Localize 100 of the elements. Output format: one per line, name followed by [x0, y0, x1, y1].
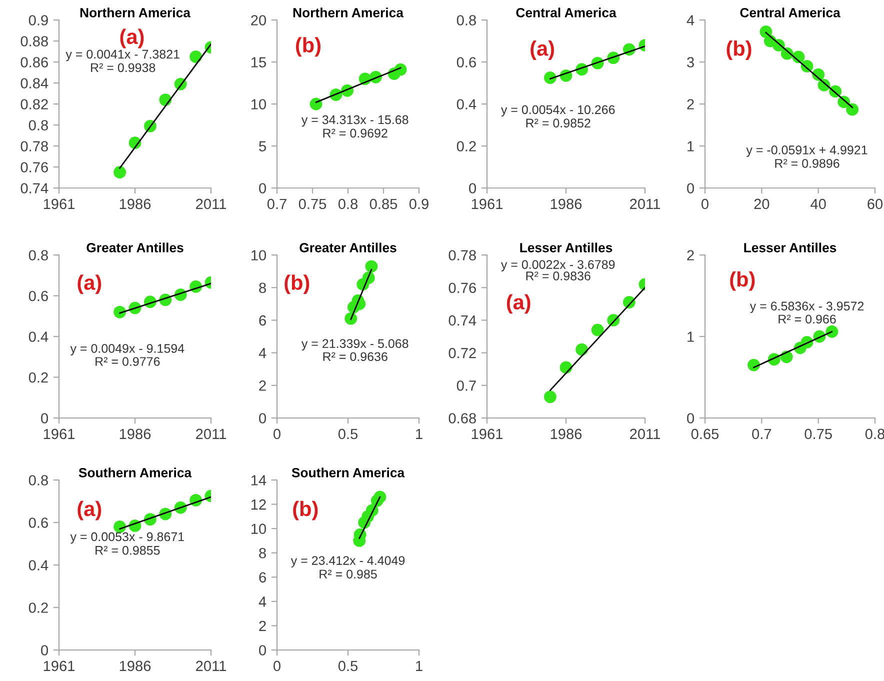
point: [826, 325, 838, 338]
y-tick-label: 0.8: [28, 120, 48, 130]
y-tick-label: 0.74: [448, 315, 476, 326]
chart-title: Lesser Antilles: [744, 242, 836, 252]
y-tick-label: 0.6: [28, 518, 48, 528]
annotation: R² = 0.9776: [96, 357, 160, 366]
x-tick-label: 1961: [472, 198, 503, 210]
y-tick-label: 6: [259, 572, 266, 583]
annotation: R² = 0.9836: [526, 272, 590, 280]
y-tick-label: 6: [259, 315, 266, 326]
chart-title: Central America: [516, 8, 616, 18]
y-tick-label: 0: [41, 413, 48, 424]
y-tick-label: 0.2: [28, 602, 48, 613]
point: [591, 324, 604, 336]
annotation: y = 6.5836x - 3.9572: [750, 302, 864, 313]
x-tick-label: 1986: [120, 428, 151, 440]
annotation: R² = 0.9938: [91, 63, 156, 72]
annotation: y = 0.0022x - 3.6789: [500, 260, 615, 272]
x-tick-label: 2011: [196, 198, 226, 210]
x-tick-label: 0.65: [691, 428, 719, 440]
annotation: (b): [284, 274, 310, 294]
x-tick-label: 0.75: [298, 198, 326, 210]
y-tick-label: 0.6: [456, 57, 476, 68]
chart-title: Northern America: [293, 8, 404, 18]
y-tick-label: 0: [259, 645, 266, 656]
x-tick-label: 2011: [196, 428, 226, 440]
point: [846, 103, 859, 116]
x-tick-label: 0.7: [267, 198, 286, 210]
chart-title: Southern America: [78, 468, 192, 478]
y-tick-label: 1: [688, 332, 694, 342]
x-tick-label: 20: [754, 198, 770, 210]
annotation: y = 0.0054x - 10.266: [500, 105, 615, 117]
y-tick-label: 0.2: [456, 141, 476, 152]
y-tick-label: 1: [688, 141, 694, 152]
x-tick-label: 1986: [120, 660, 151, 672]
x-tick-label: 0.8: [338, 198, 358, 210]
y-tick-label: 0.4: [28, 560, 48, 570]
annotation: (b): [296, 37, 321, 57]
x-tick-label: 1961: [44, 428, 75, 440]
chart-title: Greater Antilles: [300, 242, 396, 252]
annotation: R² = 0.966: [778, 314, 836, 324]
annotation: R² = 0.9692: [323, 128, 388, 138]
y-tick-label: 0.4: [28, 332, 48, 342]
annotation: y = 0.0041x - 7.3821: [66, 50, 180, 62]
annotation: R² = 0.985: [320, 570, 377, 579]
y-tick-label: 4: [258, 348, 266, 358]
y-tick-label: 2: [687, 250, 694, 260]
annotation: (b): [293, 500, 318, 520]
x-tick-label: 1961: [44, 660, 75, 672]
point: [365, 260, 378, 273]
x-tick-label: 1961: [44, 198, 75, 210]
annotation: y = 34.313x - 15.68: [301, 115, 408, 127]
y-tick-label: 0.4: [456, 99, 476, 110]
x-tick-label: 0.85: [370, 198, 398, 210]
y-tick-label: 5: [259, 141, 266, 152]
x-tick-label: 0.5: [338, 660, 358, 672]
y-tick-label: 10: [251, 250, 266, 260]
y-tick-label: 8: [259, 548, 266, 558]
x-tick-label: 2011: [196, 660, 226, 672]
x-tick-label: 40: [810, 198, 826, 210]
annotation: R² = 0.9855: [96, 546, 160, 555]
annotation: R² = 0.9852: [526, 118, 590, 128]
y-tick-label: 0.6: [28, 290, 48, 302]
annotation: (a): [530, 40, 554, 60]
y-tick-label: 0.68: [448, 413, 476, 424]
y-tick-label: 0.88: [20, 36, 48, 46]
y-tick-label: 10: [251, 99, 266, 110]
y-tick-label: 0.8: [456, 15, 476, 26]
y-tick-label: 0: [469, 183, 476, 194]
y-tick-label: 0.2: [28, 372, 48, 383]
annotation: y = 21.339x - 5.068: [301, 339, 408, 350]
x-tick-label: 1986: [550, 198, 582, 210]
annotation: (a): [506, 294, 530, 314]
y-tick-label: 15: [251, 57, 266, 68]
y-tick-label: 0.8: [28, 475, 48, 486]
x-tick-label: 1961: [472, 428, 503, 440]
y-tick-label: 4: [686, 15, 694, 26]
chart-title: Lesser Antilles: [520, 242, 612, 252]
x-tick-label: 1: [416, 428, 422, 439]
chart-title: Northern America: [80, 8, 191, 18]
x-tick-label: 0.9: [409, 198, 428, 210]
x-tick-label: 0.75: [804, 428, 832, 440]
x-tick-label: 0: [274, 660, 280, 672]
y-tick-label: 0: [687, 413, 694, 424]
y-tick-label: 0.7: [456, 380, 476, 391]
chart-title: Southern America: [292, 468, 405, 478]
y-tick-label: 0.76: [448, 282, 476, 294]
y-tick-label: 12: [251, 499, 266, 510]
y-tick-label: 0: [41, 645, 48, 656]
annotation: (a): [78, 500, 102, 520]
y-tick-label: 0: [259, 413, 266, 424]
x-tick-label: 1986: [120, 198, 151, 210]
y-tick-label: 8: [259, 282, 266, 294]
y-tick-label: 0.9: [28, 15, 48, 26]
y-tick-label: 3: [687, 57, 694, 68]
y-tick-label: 0: [687, 183, 694, 194]
chart-title: Central America: [740, 8, 840, 18]
point: [544, 390, 556, 404]
y-tick-label: 2: [259, 380, 266, 391]
x-tick-label: 2011: [630, 198, 660, 210]
